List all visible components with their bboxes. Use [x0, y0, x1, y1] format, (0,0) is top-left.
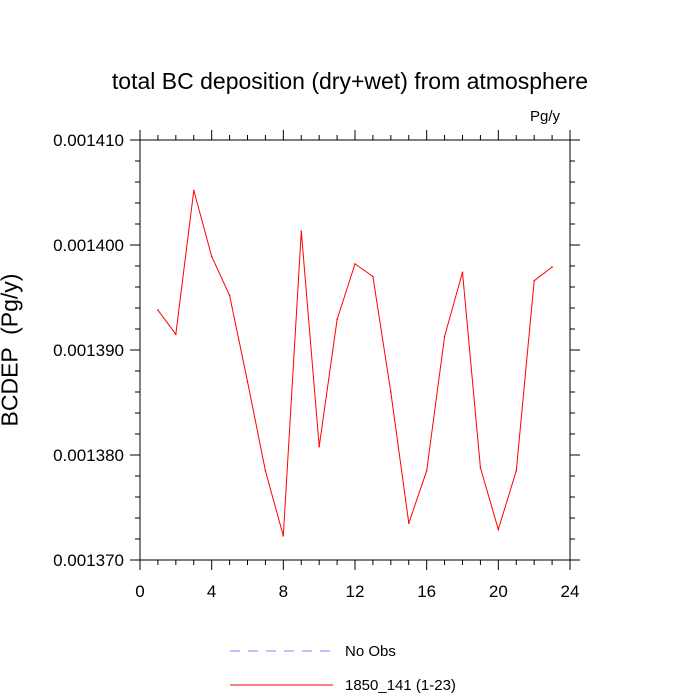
x-tick-label: 12	[346, 582, 365, 601]
data-point	[175, 333, 177, 336]
data-point	[407, 522, 410, 525]
x-tick-label: 0	[135, 582, 144, 601]
data-point	[246, 380, 249, 383]
data-point	[318, 445, 320, 448]
x-tick-label: 20	[489, 582, 508, 601]
data-point	[336, 318, 338, 321]
data-point	[479, 466, 482, 469]
x-tick-label: 16	[417, 582, 436, 601]
data-point	[354, 263, 356, 265]
y-tick-label: 0.001390	[53, 341, 124, 360]
data-point	[497, 528, 500, 531]
plot-frame	[139, 139, 571, 561]
data-point	[443, 335, 446, 338]
x-tick-label: 4	[207, 582, 216, 601]
x-tick-label: 8	[279, 582, 288, 601]
data-point	[264, 469, 267, 472]
data-point	[300, 230, 303, 233]
y-axis-label: BCDEP (Pg/y)	[0, 273, 23, 427]
data-point	[210, 255, 213, 258]
data-point	[390, 391, 392, 393]
units-label: Pg/y	[529, 108, 560, 125]
legend-label-no-obs: No Obs	[345, 643, 396, 660]
data-point	[515, 469, 518, 472]
data-point	[192, 189, 195, 192]
data-point	[425, 469, 428, 472]
data-point	[372, 275, 374, 278]
data-point	[282, 535, 285, 537]
chart-title: total BC deposition (dry+wet) from atmos…	[111, 68, 589, 94]
data-point	[533, 279, 535, 282]
y-tick-label: 0.001400	[53, 236, 124, 255]
data-point	[551, 266, 553, 268]
x-tick-label: 24	[561, 582, 580, 601]
legend-label-1850-141: 1850_141 (1-23)	[345, 677, 456, 694]
plot-area: 0 4 8 12 16 20 24 0.001370 0.001380 0.001390 0.001…	[53, 130, 580, 686]
data-point	[461, 271, 464, 274]
y-tick-label: 0.001410	[53, 131, 124, 150]
y-tick-label: 0.001380	[53, 446, 124, 465]
y-tick-label: 0.001370	[53, 551, 124, 570]
series-line-1850-141	[157, 190, 553, 537]
data-point	[228, 294, 231, 297]
data-point	[157, 309, 159, 311]
